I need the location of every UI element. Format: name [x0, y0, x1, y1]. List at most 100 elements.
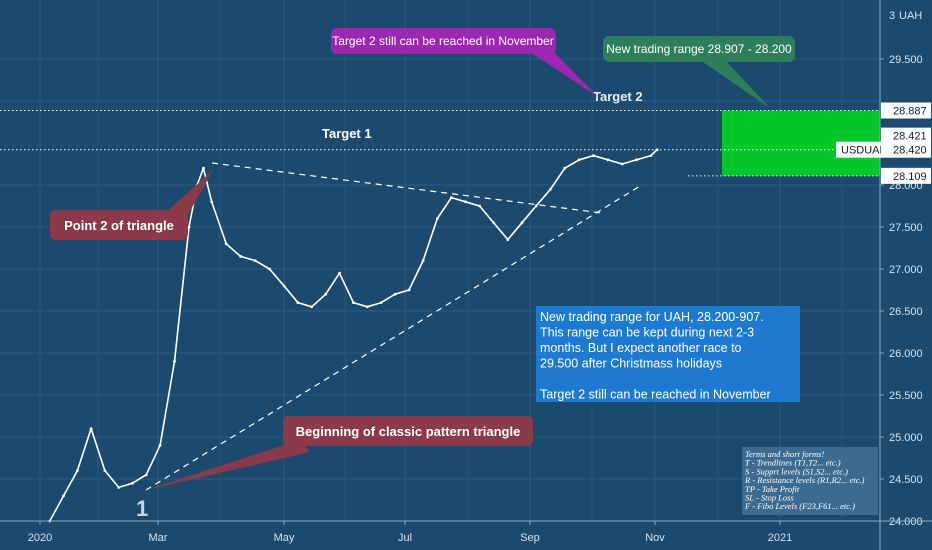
price-point	[117, 486, 121, 489]
note-line: months. But I expect another race to	[540, 341, 742, 355]
price-point	[296, 301, 300, 304]
price-point	[655, 148, 659, 152]
y-tick-label: 24.000	[889, 516, 923, 528]
symbol-tag-label: USDUAH	[841, 145, 888, 157]
price-point	[173, 360, 176, 363]
target1-label: Target 1	[322, 126, 372, 141]
x-tick-label: 2020	[28, 532, 52, 544]
x-tick-label: Nov	[645, 532, 665, 544]
y-tick-label: 27.000	[889, 264, 923, 276]
price-point	[492, 221, 496, 225]
price-point	[435, 217, 439, 221]
price-point	[464, 200, 467, 204]
price-point	[210, 200, 214, 204]
y-tick-label: 26.000	[889, 348, 923, 360]
point1-label: 1	[136, 496, 148, 521]
price-point	[310, 305, 314, 309]
price-point	[131, 481, 134, 485]
y-top-label: 3	[889, 10, 895, 22]
price-point	[268, 267, 271, 271]
level-tag	[881, 127, 931, 144]
green-callout-pointer	[700, 60, 770, 108]
price-point	[449, 196, 453, 200]
price-point	[506, 238, 510, 242]
purple-callout	[331, 28, 556, 54]
green-callout-text: New trading range 28.907 - 28.200	[606, 42, 792, 56]
price-point	[282, 284, 286, 288]
price-series	[48, 148, 659, 523]
price-axis: 24.000 24.500 25.000 25.500 26.000 26.500 27.0…	[836, 0, 931, 550]
price-point	[89, 427, 93, 430]
note-line: Target 2 still can be reached in Novembe…	[540, 388, 771, 402]
green-callout	[603, 36, 795, 62]
price-point	[620, 162, 624, 166]
x-tick-label: Sep	[520, 532, 540, 544]
lower-trendline	[145, 185, 641, 491]
annotations: Target 1 Target 2 1 Target 2 still can b…	[50, 28, 878, 521]
price-point	[103, 469, 107, 472]
note-line: This range can be kept during next 2-3	[540, 326, 754, 340]
beginning-callout	[283, 416, 533, 446]
note-line: New trading range for UAH, 28.200-907.	[540, 310, 764, 324]
point2-callout-text: Point 2 of triangle	[64, 218, 174, 233]
price-point	[606, 158, 610, 162]
terms-line: Terms and short forms!	[745, 449, 824, 459]
x-tick-label: 2021	[768, 532, 792, 544]
terms-line: S - Supprt levels (S1,S2... etc.)	[745, 466, 848, 476]
level-lines	[0, 109, 880, 177]
price-point	[338, 271, 341, 275]
level-tag-label: 28.421	[893, 131, 927, 143]
price-point	[158, 444, 162, 447]
beginning-callout-pointer	[146, 440, 310, 490]
x-tick-label: Mar	[149, 532, 168, 544]
level-tag-label: 28.887	[893, 105, 927, 117]
symbol-tag	[836, 141, 882, 158]
price-point	[239, 255, 243, 258]
purple-callout-text: Target 2 still can be reached in Novembe…	[332, 34, 553, 48]
y-tick-label: 29.500	[889, 54, 923, 66]
price-line	[49, 149, 658, 522]
beginning-callout-text: Beginning of classic pattern triangle	[296, 424, 521, 439]
x-tick-label: Jul	[398, 532, 412, 544]
terms-line: TP - Take Profit	[745, 484, 800, 494]
price-point	[520, 221, 524, 225]
last-price-tag	[881, 141, 931, 158]
level-tag	[881, 167, 931, 184]
y-tick-label: 27.500	[889, 222, 923, 234]
price-point	[549, 187, 552, 191]
level-tag-label: 28.109	[893, 171, 927, 183]
price-point	[202, 166, 205, 170]
y-tick-label: 25.000	[889, 432, 923, 444]
price-point	[534, 204, 538, 208]
target2-label: Target 2	[593, 89, 643, 104]
terms-box	[742, 447, 878, 515]
last-price-tag-label: 28.420	[893, 145, 927, 157]
price-point	[144, 473, 148, 477]
terms-line: T - Trendlines (T1,T2... etc.)	[745, 458, 841, 468]
terms-line: F - Fibo Levels (F23,F61... etc.)	[744, 501, 855, 511]
price-point	[635, 158, 638, 162]
price-point	[253, 259, 257, 262]
y-tick-label: 24.500	[889, 474, 923, 486]
point2-callout	[50, 210, 188, 240]
purple-callout-pointer	[530, 46, 598, 97]
note-line: 29.500 after Christmass holidays	[540, 357, 722, 371]
price-point	[379, 301, 383, 304]
point2-callout-pointer	[165, 170, 213, 220]
currency-label: UAH	[899, 10, 922, 22]
price-point	[352, 301, 355, 304]
price-point	[393, 292, 397, 296]
price-point	[224, 242, 228, 246]
terms-line: R - Resistance levels (R1,R2... etc.)	[744, 475, 865, 485]
price-point	[187, 225, 191, 229]
level-tag	[881, 102, 931, 119]
y-tick-label: 26.500	[889, 306, 923, 318]
price-point	[577, 158, 581, 162]
price-point	[592, 154, 595, 158]
date-axis: 2020 Mar May Jul Sep Nov 2021	[0, 520, 932, 544]
price-point	[75, 469, 79, 472]
terms-line: SL - Stop Loss	[745, 493, 794, 503]
x-tick-label: May	[274, 532, 295, 544]
